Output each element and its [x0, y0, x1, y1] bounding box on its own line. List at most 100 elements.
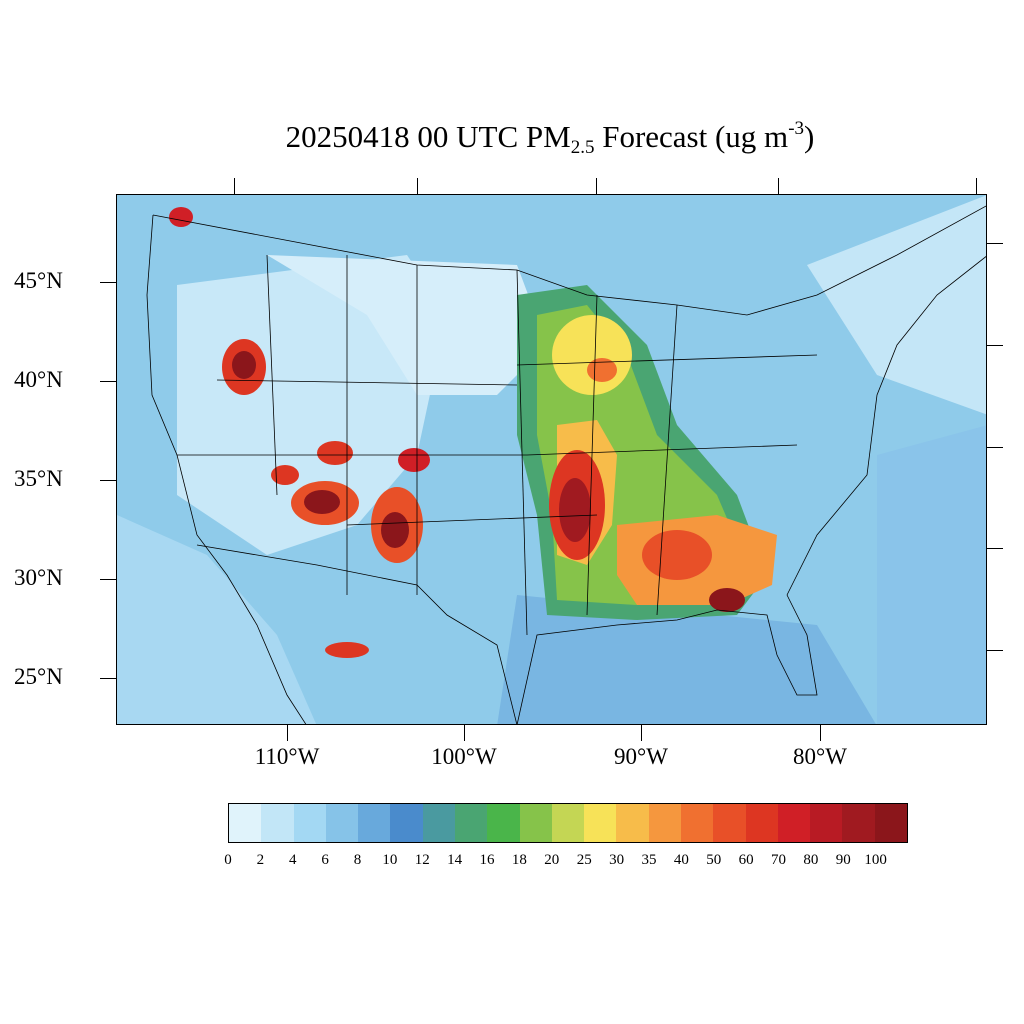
title-close: ): [804, 119, 815, 154]
state-line-4: [516, 269, 528, 636]
colorbar-label: 100: [864, 852, 887, 868]
colorbar-swatch: [325, 804, 359, 842]
tick-top-1: [234, 178, 235, 194]
hotspot-arkansas-core: [559, 478, 591, 542]
colorbar-swatch: [616, 804, 649, 842]
tick-top-5: [976, 178, 977, 194]
colorbar-swatch: [390, 804, 423, 842]
tick-left-30: [100, 579, 116, 580]
tick-right-5: [987, 650, 1003, 651]
tick-left-40: [100, 381, 116, 382]
colorbar-swatch: [810, 804, 843, 842]
colorbar-labels: 0 2 4 6 8 10 12 14 16 18 20 25 30 35 40 50 60 70 80 90 100: [224, 852, 908, 872]
title-text: Forecast (ug m: [602, 119, 789, 154]
tick-right-4: [987, 548, 1003, 549]
colorbar-label: 2: [256, 852, 265, 868]
colorbar: [228, 803, 908, 843]
atlantic-region: [877, 425, 986, 724]
colorbar-swatch: [454, 804, 488, 842]
tick-right-2: [987, 345, 1003, 346]
tick-bottom-90: [641, 725, 642, 741]
state-line-11: [526, 444, 798, 456]
colorbar-label: 18: [511, 852, 527, 868]
colorbar-swatch: [519, 804, 552, 842]
colorbar-label: 0: [224, 852, 232, 868]
lat-label-30: 30°N: [14, 565, 63, 590]
lat-label-45: 45°N: [14, 268, 63, 293]
title-pm-subscript: 2.5: [570, 137, 595, 158]
colorbar-label: 10: [382, 852, 398, 868]
colorbar-swatch: [487, 804, 520, 842]
state-line-5: [216, 379, 518, 386]
colorbar-label: 70: [770, 852, 786, 868]
map-panel: [116, 194, 987, 725]
colorbar-label: 35: [641, 852, 657, 868]
tick-left-35: [100, 480, 116, 481]
colorbar-label: 6: [321, 852, 329, 868]
state-line-10: [516, 354, 818, 366]
lat-label-35: 35°N: [14, 466, 63, 491]
colorbar-swatch: [293, 804, 326, 842]
title-date-time: 20250418 00 UTC: [285, 119, 519, 154]
tick-left-25: [100, 678, 116, 679]
hotspot-arizona-core: [304, 490, 340, 514]
lat-label-40: 40°N: [14, 367, 63, 392]
coastlines-and-borders: [146, 205, 986, 724]
east-coast: [786, 256, 986, 596]
colorbar-swatch: [777, 804, 811, 842]
hotspot-alabama: [642, 530, 712, 580]
colorbar-label: 20: [544, 852, 560, 868]
map-title: 20250418 00 UTC PM2.5 Forecast (ug m-3): [0, 118, 1024, 159]
state-line-7: [346, 514, 598, 526]
colorbar-label: 25: [576, 852, 592, 868]
tick-right-3: [987, 447, 1003, 448]
tick-bottom-100: [464, 725, 465, 741]
pm25-map: [117, 195, 986, 724]
west-coast: [146, 214, 307, 724]
pacific-ocean: [117, 515, 317, 724]
colorbar-label: 60: [738, 852, 754, 868]
hotspot-new-mexico-north: [398, 448, 430, 472]
title-pm: PM: [525, 119, 571, 154]
colorbar-label: 8: [353, 852, 362, 868]
tick-top-3: [596, 178, 597, 194]
tick-top-4: [778, 178, 779, 194]
gulf-coast: [516, 594, 818, 724]
colorbar-label: 80: [803, 852, 819, 868]
clean-air-region-plains: [267, 255, 547, 395]
colorbar-label: 4: [289, 852, 297, 868]
colorbar-label: 12: [414, 852, 430, 868]
colorbar-label: 30: [609, 852, 625, 868]
colorbar-swatch: [229, 804, 262, 842]
tick-left-45: [100, 282, 116, 283]
lon-label-100w: 100°W: [431, 744, 497, 769]
colorbar-swatch: [422, 804, 455, 842]
colorbar-label: 50: [706, 852, 722, 868]
lon-label-110w: 110°W: [254, 744, 320, 769]
colorbar-swatch: [261, 804, 294, 842]
lon-label-90w: 90°W: [614, 744, 668, 769]
colorbar-label: 40: [673, 852, 689, 868]
hotspot-wisconsin: [552, 315, 632, 395]
hotspot-washington: [169, 207, 193, 227]
colorbar-label: 90: [835, 852, 851, 868]
hotspot-nevada: [271, 465, 299, 485]
lat-label-25: 25°N: [14, 664, 63, 689]
gulf-region: [497, 595, 876, 724]
tick-top-2: [417, 178, 418, 194]
colorbar-swatch: [551, 804, 585, 842]
colorbar-swatch: [648, 804, 681, 842]
colorbar-swatch: [584, 804, 617, 842]
hotspot-utah-idaho-core: [232, 351, 256, 379]
hotspot-utah-south: [317, 441, 353, 465]
hotspot-florida-panhandle: [709, 588, 745, 612]
title-unit-superscript: -3: [788, 118, 805, 139]
us-mexico-border: [196, 544, 518, 724]
tick-bottom-110: [287, 725, 288, 741]
tick-bottom-80: [820, 725, 821, 741]
clean-air-region-northeast: [807, 195, 986, 415]
colorbar-swatch: [745, 804, 778, 842]
colorbar-swatch: [842, 804, 875, 842]
colorbar-swatch: [713, 804, 746, 842]
tick-right-1: [987, 243, 1003, 244]
